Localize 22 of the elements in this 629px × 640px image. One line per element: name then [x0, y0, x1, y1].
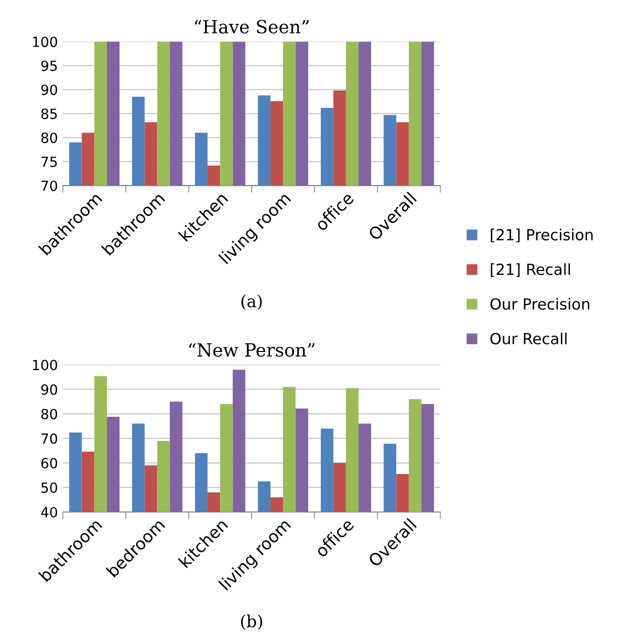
text: (b) [241, 614, 262, 630]
y-tick-label: 90 [41, 84, 58, 96]
legend-label: [21] Precision [490, 228, 593, 242]
y-tick-label: 70 [42, 180, 58, 192]
y-tick-label: 70 [42, 433, 58, 444]
y-tick-label: 100 [33, 360, 58, 370]
chart-title: “Have Seen” [194, 20, 309, 34]
legend-label: Our Recall [490, 332, 567, 344]
y-tick-label: 100 [33, 36, 58, 48]
y-tick-label: 80 [41, 132, 58, 144]
y-tick-label: 75 [42, 156, 57, 168]
y-tick-label: 95 [41, 60, 57, 72]
y-tick-label: 80 [41, 408, 58, 420]
text: (a) [241, 294, 262, 310]
legend-label: [21] Recall [490, 263, 570, 277]
y-tick-label: 90 [41, 384, 58, 395]
y-tick-label: 40 [41, 506, 58, 518]
y-tick-label: 60 [41, 458, 58, 468]
y-tick-label: 85 [41, 108, 57, 120]
chart-title: “New Person” [189, 343, 314, 357]
legend-label: Our Precision [490, 298, 590, 310]
y-tick-label: 50 [41, 482, 58, 493]
